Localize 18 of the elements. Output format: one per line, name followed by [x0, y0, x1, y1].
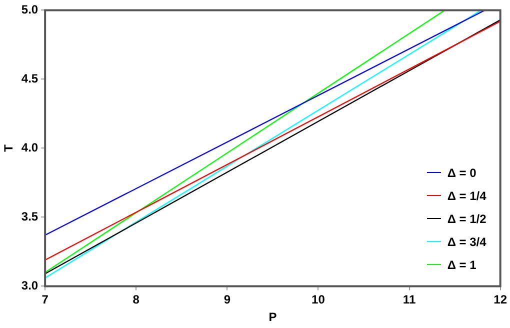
y-tick-label: 3.0 — [21, 278, 38, 293]
y-axis-title: T — [2, 144, 16, 152]
x-axis-title: P — [268, 310, 277, 324]
x-tick-label: 10 — [312, 292, 326, 307]
y-tick-label: 5.0 — [21, 2, 38, 17]
legend-label: Δ = 1/4 — [447, 188, 486, 203]
y-tick-label: 4.5 — [21, 72, 38, 86]
x-tick-label: 12 — [494, 292, 508, 307]
legend-label: Δ = 3/4 — [447, 234, 486, 249]
x-tick-label: 8 — [132, 292, 140, 307]
legend-label: Δ = 0 — [447, 166, 476, 180]
x-tick-label: 7 — [42, 292, 49, 307]
y-tick-label: 3.5 — [21, 210, 38, 224]
y-tick-label: 4.0 — [21, 140, 38, 155]
x-tick-label: 9 — [224, 292, 231, 307]
legend-label: Δ = 1 — [447, 258, 476, 272]
x-tick-label: 11 — [402, 292, 416, 307]
legend-label: Δ = 1/2 — [447, 212, 486, 226]
